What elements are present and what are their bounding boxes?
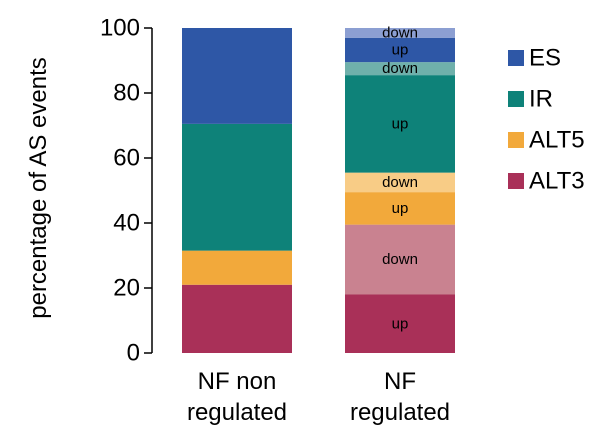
segment-label: up (392, 315, 409, 332)
bar-segment-alt3-down (345, 224, 455, 295)
y-tick-label: 0 (127, 340, 140, 367)
segment-label: up (392, 115, 409, 132)
y-tick-label: 100 (100, 15, 140, 42)
legend-swatch-alt3 (508, 173, 524, 189)
bar-segment-es-up (345, 37, 455, 63)
bar-segment-ir-down (345, 62, 455, 76)
segment-label: up (392, 41, 409, 58)
legend-swatch-alt5 (508, 132, 524, 148)
bar-segment-alt3-up (345, 294, 455, 353)
x-labels-group: NF non regulated NF regulated (187, 368, 450, 426)
bar-segment-alt5-up (345, 192, 455, 225)
bar-segment-es (182, 28, 292, 124)
bar-segment-alt5 (182, 250, 292, 285)
legend-swatch-ir (508, 91, 524, 107)
y-tick-label: 80 (113, 80, 140, 107)
legend-label-ir: IR (529, 86, 553, 113)
bar-segment-es-down (345, 28, 455, 38)
segment-label: down (382, 24, 418, 41)
y-tick-label: 40 (113, 210, 140, 237)
legend-label-alt5: ALT5 (529, 127, 585, 154)
x-label-line2: regulated (187, 399, 287, 426)
bar-segment-ir-up (345, 75, 455, 173)
legend: ES IR ALT5 ALT3 (508, 45, 585, 195)
segment-label: down (382, 174, 418, 191)
x-label-line1: NF non (198, 368, 277, 395)
y-axis-title: percentage of AS events (25, 57, 52, 319)
bar-segment-alt3 (182, 284, 292, 353)
segment-label: up (392, 200, 409, 217)
bar-segment-ir (182, 123, 292, 251)
y-tick-label: 60 (113, 145, 140, 172)
legend-label-alt3: ALT3 (529, 168, 585, 195)
y-ticks-group: 0 20 40 60 80 100 (100, 15, 152, 367)
x-label-line1: NF (384, 368, 416, 395)
bar-segment-alt5-down (345, 172, 455, 193)
segment-label: down (382, 251, 418, 268)
x-label-line2: regulated (350, 399, 450, 426)
segment-label: down (382, 60, 418, 77)
legend-label-es: ES (529, 45, 561, 72)
legend-swatch-es (508, 50, 524, 66)
y-tick-label: 20 (113, 275, 140, 302)
